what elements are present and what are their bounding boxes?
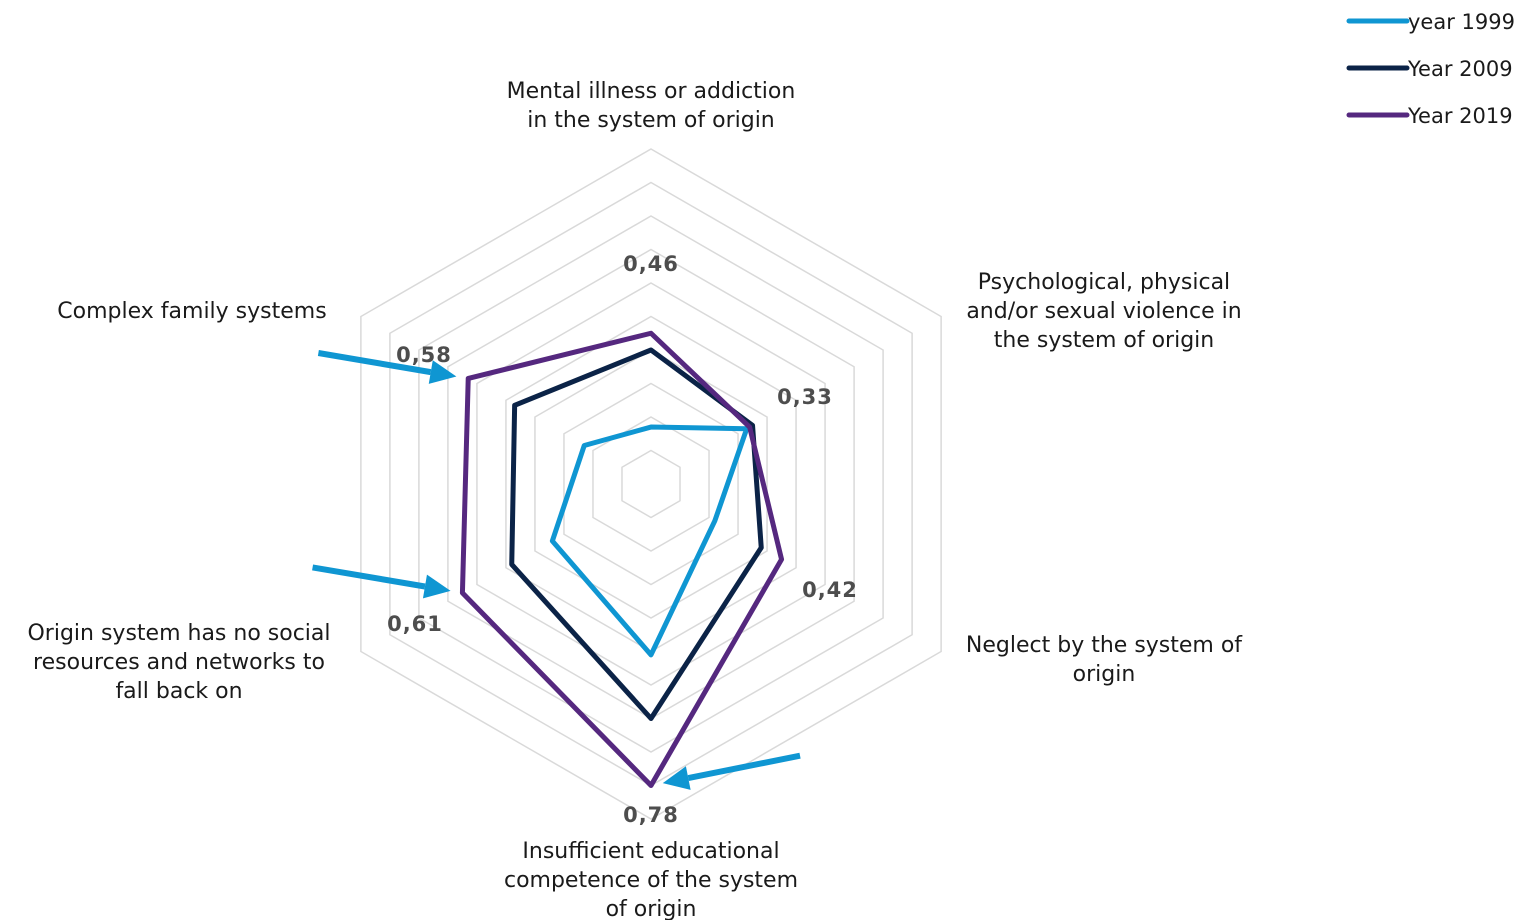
arrow-shaft — [317, 350, 432, 376]
grid-ring — [563, 382, 739, 586]
axis-label-line: Psychological, physical — [978, 270, 1230, 295]
series-line-year-1999 — [549, 424, 750, 658]
legend-label: year 1999 — [1408, 10, 1515, 34]
arrow-head — [422, 574, 451, 599]
axis-label-line: the system of origin — [994, 328, 1214, 353]
value-label: 0,61 — [387, 612, 443, 636]
axis-label-line: and/or sexual violence in — [966, 299, 1241, 324]
value-label: 0,58 — [396, 343, 452, 367]
axis-label-line: Origin system has no social — [27, 621, 330, 646]
value-label: 0,33 — [777, 385, 833, 409]
legend-item: Year 2019 — [1346, 104, 1513, 128]
legend-item: year 1999 — [1346, 10, 1515, 34]
axis-label: Mental illness or addiction in the system… — [507, 79, 796, 133]
grid-ring — [476, 282, 826, 686]
axis-label: Insufficient educational competence of th… — [504, 839, 798, 920]
legend-label: Year 2019 — [1407, 104, 1513, 128]
axis-label: Neglect by the system of origin — [966, 633, 1243, 687]
grid-ring — [592, 416, 710, 552]
axis-label-line: Mental illness or addiction — [507, 79, 796, 104]
grid-ring — [360, 148, 942, 820]
axis-label-line: resources and networks to — [33, 650, 325, 675]
value-label: 0,42 — [802, 578, 858, 602]
axis-label-line: Complex family systems — [57, 299, 326, 324]
axis-label-line: of origin — [606, 897, 697, 920]
axis-label-line: in the system of origin — [527, 108, 775, 133]
legend-label: Year 2009 — [1407, 57, 1513, 81]
grid-ring — [447, 248, 855, 720]
grid-ring — [505, 315, 797, 653]
axis-label: Complex family systems — [57, 299, 326, 324]
arrow-shaft — [312, 564, 426, 590]
arrow-head — [428, 360, 457, 384]
legend-item: Year 2009 — [1346, 57, 1513, 81]
axis-label: Psychological, physical and/or sexual vio… — [966, 270, 1241, 353]
series-line-year-2009 — [509, 347, 764, 721]
arrow-shaft — [687, 752, 801, 781]
axis-label-line: Neglect by the system of — [966, 633, 1243, 658]
arrow-head — [662, 766, 691, 790]
axis-label-line: origin — [1073, 662, 1136, 687]
axis-label-line: competence of the system — [504, 868, 798, 893]
grid-ring — [534, 349, 768, 619]
axis-label-line: Insufficient educational — [522, 839, 779, 864]
legend: year 1999 Year 2009 Year 2019 — [1346, 10, 1515, 128]
value-label: 0,78 — [623, 803, 679, 827]
chart-labels: Mental illness or addiction in the system… — [27, 79, 1243, 920]
value-label: 0,46 — [623, 252, 679, 276]
axis-label: Origin system has no social resources and… — [27, 621, 330, 704]
annotation-arrows — [312, 350, 801, 790]
series-line-year-2019 — [459, 330, 785, 788]
grid-ring — [418, 215, 884, 753]
grid-ring — [621, 449, 681, 519]
series-lines — [459, 330, 785, 788]
axis-label-line: fall back on — [115, 679, 242, 704]
